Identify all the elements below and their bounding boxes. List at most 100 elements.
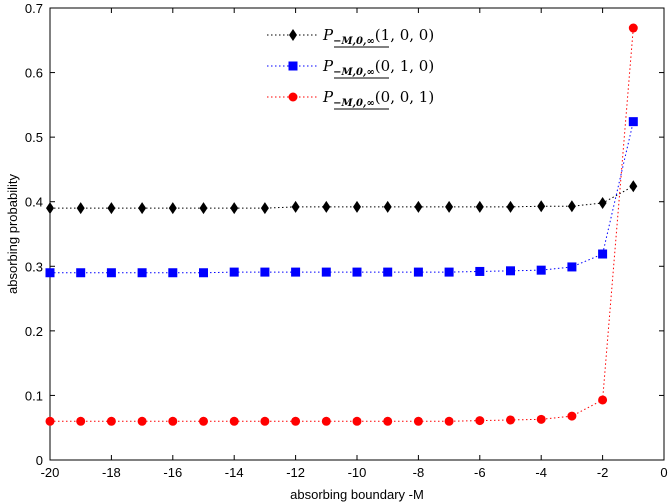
data-point (199, 202, 208, 215)
x-tick-label: -4 (535, 465, 547, 480)
data-point (383, 416, 393, 426)
data-point (137, 416, 147, 426)
data-point (475, 416, 485, 426)
series-3 (45, 23, 638, 426)
data-point (413, 416, 423, 426)
data-point (353, 200, 361, 213)
data-point (628, 23, 638, 33)
data-point (383, 267, 393, 277)
data-point (414, 200, 423, 213)
y-tick-label: 0.2 (25, 324, 43, 339)
data-point (598, 197, 607, 210)
data-point (260, 267, 270, 277)
data-point (506, 415, 515, 425)
data-point (168, 416, 178, 426)
data-point (352, 416, 362, 426)
data-point (321, 416, 331, 426)
y-tick-label: 0.7 (25, 1, 43, 16)
data-point (230, 202, 239, 215)
data-point (321, 267, 331, 277)
data-point (536, 414, 546, 424)
data-point (567, 411, 577, 421)
data-point (45, 268, 55, 278)
data-point (76, 268, 86, 278)
data-point (106, 416, 116, 426)
series-2 (45, 117, 638, 278)
data-point (567, 200, 576, 213)
data-point (106, 268, 116, 278)
plot-area (49, 7, 665, 461)
data-point (229, 416, 239, 426)
data-point (76, 416, 86, 426)
data-point (567, 262, 577, 272)
data-point (598, 395, 608, 405)
x-tick-label: -8 (413, 465, 425, 480)
data-point (107, 202, 116, 215)
data-point (45, 416, 55, 426)
data-point (260, 416, 270, 426)
legend-label: P−M,0,∞(0, 0, 1) (322, 88, 434, 109)
data-point (445, 200, 454, 213)
series-1 (46, 180, 638, 215)
y-tick-label: 0.3 (25, 259, 43, 274)
data-point (352, 267, 362, 277)
data-point (137, 268, 147, 278)
legend-label: P−M,0,∞(0, 1, 0) (322, 57, 434, 78)
series-layer (45, 23, 638, 426)
data-point (629, 180, 638, 193)
data-point (506, 266, 515, 276)
data-point (444, 416, 454, 426)
data-point (475, 200, 484, 213)
legend-marker (288, 92, 298, 102)
data-point (199, 416, 208, 426)
legend-entry-3: P−M,0,∞(0, 0, 1) (267, 88, 434, 110)
data-point (76, 202, 85, 215)
data-point (628, 117, 638, 127)
x-tick-label: -20 (41, 465, 60, 480)
x-tick-label: -14 (225, 465, 244, 480)
x-tick-label: -2 (597, 465, 609, 480)
data-point (46, 202, 54, 215)
data-point (444, 267, 454, 277)
y-tick-label: 0.4 (25, 195, 43, 210)
legend: P−M,0,∞(1, 0, 0) P−M,0,∞(0, 1, 0) P−M,0,∞(… (267, 26, 434, 110)
x-tick-label: -18 (102, 465, 121, 480)
data-point (506, 200, 515, 213)
data-point (598, 249, 608, 259)
x-tick-label: -6 (474, 465, 486, 480)
data-point (537, 200, 546, 213)
y-tick-label: 0.1 (25, 388, 43, 403)
data-point (229, 267, 239, 277)
data-point (322, 200, 331, 213)
data-point (260, 202, 269, 215)
y-tick-label: 0.5 (25, 130, 43, 145)
y-tick-label: 0.6 (25, 66, 43, 81)
data-point (475, 266, 485, 276)
legend-entry-1: P−M,0,∞(1, 0, 0) (267, 26, 434, 48)
y-tick-label: 0 (36, 453, 43, 468)
series-line (50, 27, 634, 422)
data-point (413, 267, 423, 277)
series-line (50, 121, 634, 274)
data-point (383, 200, 392, 213)
legend-marker (289, 29, 297, 41)
x-tick-label: -12 (286, 465, 305, 480)
data-point (536, 265, 546, 275)
legend-entry-2: P−M,0,∞(0, 1, 0) (267, 57, 434, 79)
data-point (168, 268, 178, 278)
data-point (168, 202, 177, 215)
x-tick-label: 0 (660, 465, 667, 480)
x-tick-label: -16 (163, 465, 182, 480)
y-axis-label: absorbing probability (5, 174, 20, 294)
data-point (199, 268, 208, 278)
x-tick-label: -10 (348, 465, 367, 480)
legend-marker (288, 61, 298, 71)
data-point (291, 416, 301, 426)
axis-ticks: -20 -18 -16 -14 -12 -10 -8 -6 -4 -2 000.10.20.30.4… (25, 1, 668, 480)
x-axis-label: absorbing boundary -M (290, 487, 424, 502)
data-point (291, 267, 301, 277)
series-line (50, 185, 634, 209)
data-point (291, 200, 300, 213)
legend-label: P−M,0,∞(1, 0, 0) (322, 26, 434, 47)
